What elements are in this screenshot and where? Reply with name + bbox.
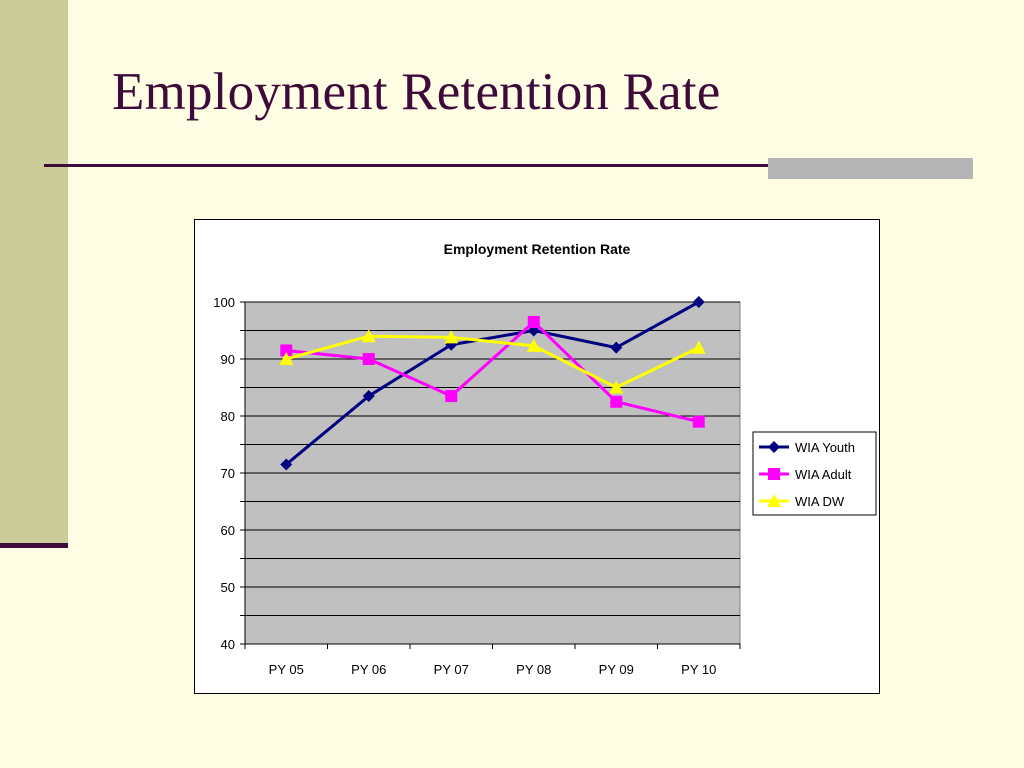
data-point: [362, 390, 375, 403]
x-tick-label: PY 10: [681, 662, 716, 677]
series-wia-adult: [280, 315, 705, 428]
title-underline: [44, 164, 973, 167]
y-tick-label: 80: [221, 409, 235, 424]
y-tick-label: 60: [221, 523, 235, 538]
data-point: [444, 330, 459, 344]
legend-swatch-marker: [768, 441, 780, 453]
data-point: [280, 458, 293, 471]
legend-swatch-marker: [767, 494, 781, 507]
chart-frame: Employment Retention Rate 40 50 60 70 80 90 10…: [194, 219, 880, 694]
x-tick-label: PY 06: [351, 662, 386, 677]
chart-title: Employment Retention Rate: [444, 241, 631, 257]
data-point: [692, 415, 705, 428]
data-point: [361, 329, 376, 343]
x-tick-label: PY 09: [599, 662, 634, 677]
data-point: [692, 296, 705, 308]
legend-label: WIA Adult: [795, 467, 852, 482]
data-point: [279, 352, 294, 365]
legend-swatch-marker: [768, 468, 780, 480]
x-tick-label: PY 05: [269, 662, 304, 677]
legend-label: WIA Youth: [795, 440, 855, 455]
data-point: [526, 338, 541, 352]
y-tick-label: 100: [213, 295, 235, 310]
line-chart: Employment Retention Rate 40 50 60 70 80 90 10…: [213, 241, 877, 677]
legend-item: WIA DW: [759, 494, 845, 509]
left-decorative-band: [0, 0, 68, 546]
data-point: [691, 340, 706, 354]
y-tick-label: 90: [221, 352, 235, 367]
y-tick-label: 50: [221, 580, 235, 595]
left-band-accent-line: [0, 543, 68, 548]
data-point: [610, 395, 623, 408]
x-tick-label: PY 08: [516, 662, 551, 677]
plot-area: [244, 301, 741, 645]
y-tick-label: 70: [221, 466, 235, 481]
data-point: [527, 315, 540, 328]
y-tick-label: 40: [221, 637, 235, 652]
data-point: [445, 390, 458, 403]
series-layer: [279, 296, 706, 471]
legend-item: WIA Adult: [759, 467, 852, 482]
legend-item: WIA Youth: [759, 440, 855, 455]
x-tick-label: PY 07: [434, 662, 469, 677]
series-line: [285, 300, 700, 466]
data-point: [362, 353, 375, 365]
axes: 40 50 60 70 80 90 100 PY 05 PY 06 PY 07 PY 08 PY 09…: [213, 295, 741, 677]
slide-title: Employment Retention Rate: [112, 63, 721, 121]
legend-label: WIA DW: [795, 494, 845, 509]
data-point: [280, 344, 293, 357]
title-underline-gray-bar: [768, 158, 973, 179]
legend: WIA Youth WIA Adult WIA DW: [752, 431, 877, 516]
series-wia-dw: [279, 329, 706, 394]
data-point: [609, 380, 624, 394]
series-line: [285, 334, 700, 389]
data-point: [610, 341, 623, 354]
series-line: [286, 320, 700, 424]
